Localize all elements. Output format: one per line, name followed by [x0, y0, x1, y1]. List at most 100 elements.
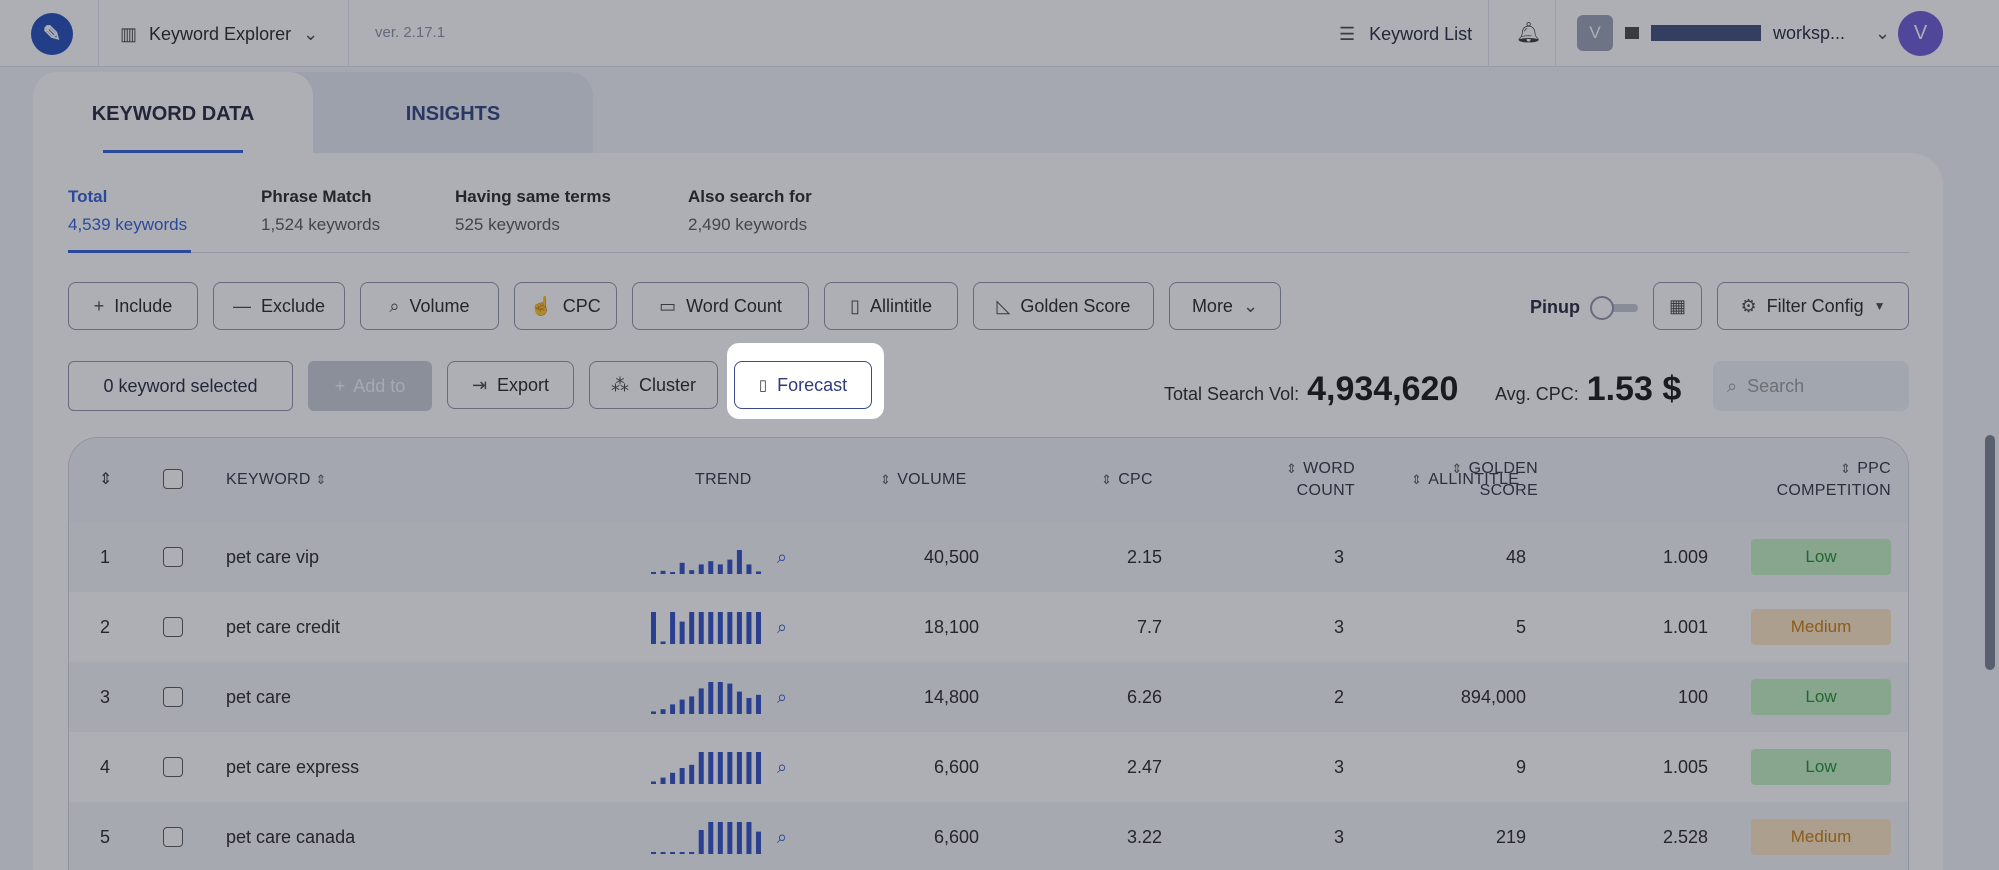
column-ppc-competition[interactable]: ⇕ PPC COMPETITION [1759, 458, 1891, 502]
forecast-label: Forecast [777, 374, 848, 395]
column-allintitle[interactable]: ⇕ ALLINTITLE [1411, 469, 1519, 491]
tab-keyword-data[interactable]: KEYWORD DATA [33, 72, 313, 172]
table-row[interactable]: 5 pet care canada ⌕ 6,600 3.22 3 219 2.528 Mediu… [69, 802, 1908, 870]
app-name: Keyword Explorer [149, 23, 292, 44]
ppc-competition-cell: Low [1751, 662, 1891, 732]
volume-filter-button[interactable]: ⌕ Volume [360, 282, 499, 330]
trend-bar [736, 612, 742, 644]
column-word-count[interactable]: ⇕ WORD COUNT [1259, 458, 1355, 502]
golden-score-label: Golden Score [1020, 295, 1131, 316]
column-trend: TREND [695, 471, 752, 488]
filter-config-button[interactable]: ⚙ Filter Config ▼ [1717, 282, 1909, 330]
trend-bar [717, 822, 723, 854]
columns-layout-button[interactable]: ▦ [1653, 282, 1702, 330]
keyword-cell[interactable]: pet care vip [226, 546, 320, 567]
trend-sparkline [651, 612, 761, 644]
chart-icon: ▥ [120, 24, 138, 44]
keyword-cell[interactable]: pet care canada [226, 826, 356, 847]
row-checkbox[interactable] [163, 522, 183, 592]
trend-bar [660, 641, 666, 644]
user-avatar[interactable]: V [1898, 11, 1943, 56]
trend-bar [679, 562, 685, 574]
divider [98, 0, 99, 67]
row-checkbox[interactable] [163, 662, 183, 732]
pinup-toggle[interactable] [1590, 296, 1638, 320]
page-scrollbar[interactable] [1985, 435, 1995, 670]
subtab-also-search-for[interactable]: Also search for 2,490 keywords [688, 187, 812, 235]
workspace-switcher[interactable]: V worksp... ⌄ [1577, 15, 1890, 51]
select-all-checkbox[interactable] [163, 469, 183, 489]
trend-bar [660, 570, 666, 574]
exclude-filter-button[interactable]: — Exclude [213, 282, 345, 330]
cluster-icon: ⁂ [610, 375, 629, 395]
gear-icon: ⚙ [1740, 296, 1757, 316]
golden-score-cell: 1.005 [1662, 756, 1708, 777]
search-placeholder: Search [1747, 375, 1805, 396]
column-keyword[interactable]: KEYWORD ⇕ [226, 469, 333, 491]
trend-zoom-button[interactable]: ⌕ [777, 522, 787, 592]
cpc-cell: 3.22 [1126, 826, 1162, 847]
word-count-cell: 3 [1333, 546, 1344, 567]
forecast-button[interactable]: ▯ Forecast [734, 361, 872, 409]
table-row[interactable]: 2 pet care credit ⌕ 18,100 7.7 3 5 1.001 Medium [69, 592, 1908, 662]
trend-zoom-button[interactable]: ⌕ [777, 732, 787, 802]
export-button[interactable]: ⇥ Export [447, 361, 574, 409]
tab-insights[interactable]: INSIGHTS [405, 103, 501, 125]
selected-count: 0 keyword selected [68, 361, 293, 411]
table-row[interactable]: 3 pet care ⌕ 14,800 6.26 2 894,000 100 Low [69, 662, 1908, 732]
table-row[interactable]: 1 pet care vip ⌕ 40,500 2.15 3 48 1.009 Low [69, 522, 1908, 592]
table-row[interactable]: 4 pet care express ⌕ 6,600 2.47 3 9 1.005 Low [69, 732, 1908, 802]
cluster-label: Cluster [638, 374, 696, 395]
avg-cpc-label: Avg. CPC: [1495, 384, 1579, 404]
keyword-cell[interactable]: pet care [226, 686, 292, 707]
filter-config-label: Filter Config [1766, 295, 1864, 316]
divider [1555, 0, 1556, 67]
keyword-cell[interactable]: pet care credit [226, 616, 341, 637]
include-filter-button[interactable]: + Include [68, 282, 198, 330]
row-checkbox[interactable] [163, 802, 183, 870]
subtab-divider [68, 252, 1909, 253]
more-filters-button[interactable]: More ⌄ [1169, 282, 1281, 330]
row-number: 4 [99, 756, 110, 777]
keyword-cell[interactable]: pet care express [226, 756, 360, 777]
trend-zoom-button[interactable]: ⌕ [777, 802, 787, 870]
column-golden-score[interactable]: ⇕ GOLDEN SCORE [1429, 458, 1538, 502]
cluster-button[interactable]: ⁂ Cluster [589, 361, 718, 409]
magnifier-icon: ⌕ [777, 686, 788, 707]
trend-zoom-button[interactable]: ⌕ [777, 662, 787, 732]
row-checkbox[interactable] [163, 732, 183, 802]
allintitle-label: Allintitle [869, 295, 932, 316]
app-logo-icon[interactable]: ✎ [31, 13, 73, 55]
subtab-total[interactable]: Total 4,539 keywords [68, 187, 187, 235]
cpc-filter-button[interactable]: ☝ CPC [514, 282, 617, 330]
redacted-block [1651, 25, 1761, 41]
trend-bar [679, 699, 685, 714]
bell-icon[interactable]: 🔔︎ [1516, 22, 1542, 44]
sort-icon: ⇕ [880, 472, 892, 487]
cpc-cell: 7.7 [1136, 616, 1162, 637]
subtab-having-same-terms[interactable]: Having same terms 525 keywords [455, 187, 611, 235]
sort-icon: ⇕ [1285, 461, 1298, 476]
golden-score-filter-button[interactable]: ◺ Golden Score [973, 282, 1154, 330]
row-checkbox[interactable] [163, 592, 183, 662]
search-input[interactable]: ⌕ Search [1713, 361, 1909, 411]
layout-icon: ▦ [1668, 296, 1686, 316]
subtab-phrase-match[interactable]: Phrase Match 1,524 keywords [261, 187, 380, 235]
add-to-button[interactable]: + Add to [308, 361, 432, 411]
column-cpc[interactable]: ⇕ CPC [1101, 469, 1153, 491]
column-cpc-label: CPC [1118, 471, 1153, 488]
trend-zoom-button[interactable]: ⌕ [777, 592, 787, 662]
trend-bar [670, 612, 676, 644]
column-volume[interactable]: ⇕ VOLUME [880, 469, 967, 491]
app-switcher-button[interactable]: ▥ Keyword Explorer ⌄ [120, 18, 318, 50]
allintitle-filter-button[interactable]: ▯ Allintitle [824, 282, 958, 330]
word-count-filter-button[interactable]: ▭ Word Count [632, 282, 809, 330]
volume-cell: 40,500 [923, 546, 979, 567]
keyword-list-button[interactable]: ☰ Keyword List [1339, 18, 1472, 50]
trend-bar [689, 764, 695, 784]
volume-cell: 6,600 [933, 756, 979, 777]
export-label: Export [497, 374, 550, 395]
sort-icon[interactable]: ⇕ [99, 471, 113, 488]
subtab-title: Having same terms [455, 187, 611, 206]
trend-bar [756, 694, 761, 714]
